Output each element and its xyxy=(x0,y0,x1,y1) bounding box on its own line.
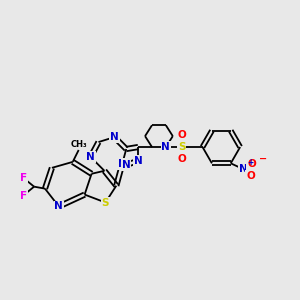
Text: O: O xyxy=(177,130,186,140)
Text: N: N xyxy=(122,160,130,170)
Text: F: F xyxy=(20,173,27,183)
Text: S: S xyxy=(102,197,109,208)
Text: N: N xyxy=(239,164,248,174)
Text: +: + xyxy=(248,158,254,167)
Text: N: N xyxy=(134,156,142,166)
Text: N: N xyxy=(118,159,127,169)
Text: O: O xyxy=(247,159,256,169)
Text: N: N xyxy=(55,202,63,212)
Text: S: S xyxy=(178,142,185,152)
Text: CH₃: CH₃ xyxy=(70,140,87,149)
Text: −: − xyxy=(260,153,268,163)
Text: F: F xyxy=(20,190,27,201)
Text: O: O xyxy=(246,171,255,181)
Text: N: N xyxy=(110,132,119,142)
Text: N: N xyxy=(161,142,170,152)
Text: N: N xyxy=(86,152,95,162)
Text: O: O xyxy=(177,154,186,164)
